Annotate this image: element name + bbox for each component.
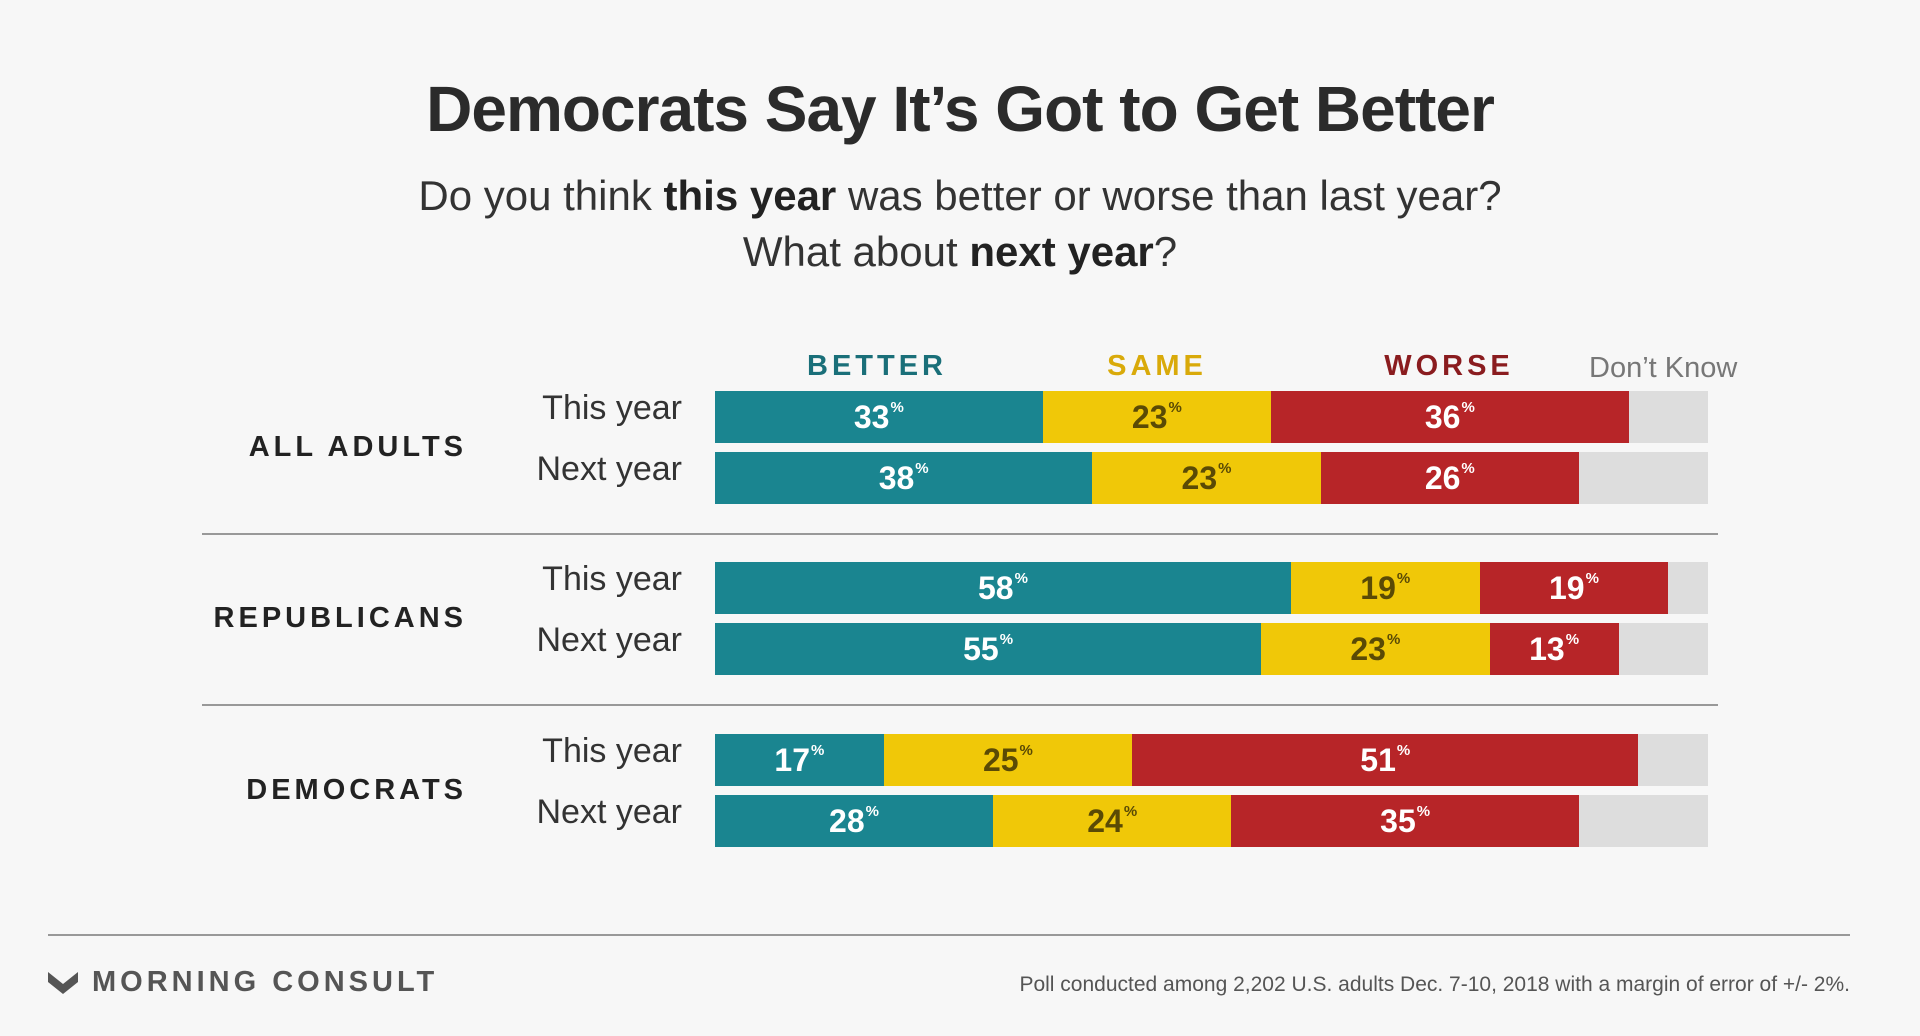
percent-sign: % xyxy=(999,630,1014,648)
legend-better: BETTER xyxy=(807,350,947,382)
percent-sign: % xyxy=(865,802,879,820)
data-label: 35 xyxy=(1380,802,1416,839)
bar-segment-worse: 51% xyxy=(1132,734,1639,786)
data-label: 23 xyxy=(1131,398,1168,435)
bar-segment-same: 23% xyxy=(1042,391,1272,443)
bar-segment-worse: 36% xyxy=(1271,391,1629,443)
subtitle-emphasis: this year xyxy=(663,172,837,219)
data-label: 23 xyxy=(1181,459,1218,496)
row-label: Next year xyxy=(536,450,683,488)
subtitle-text: ? xyxy=(1153,228,1178,275)
bar-row: 38% 23% 26% xyxy=(715,452,1708,504)
data-label: 13 xyxy=(1529,630,1565,667)
row-label: Next year xyxy=(536,793,683,831)
bar-segment-better: 55% xyxy=(715,623,1262,675)
percent-sign: % xyxy=(1168,398,1182,416)
chart-title: Democrats Say It’s Got to Get Better xyxy=(426,73,1495,145)
group-label: ALL ADULTS xyxy=(248,430,467,463)
data-label: 24 xyxy=(1087,802,1123,839)
row-label: This year xyxy=(542,732,682,770)
subtitle-text: What about xyxy=(742,228,970,275)
percent-sign: % xyxy=(915,459,929,477)
percent-sign: % xyxy=(1396,569,1411,587)
percent-sign: % xyxy=(1386,630,1401,648)
data-label: 17 xyxy=(774,741,811,778)
percent-sign: % xyxy=(1123,802,1138,820)
data-label: 38 xyxy=(878,459,915,496)
morning-consult-chevron-icon xyxy=(48,971,78,994)
data-label: 33 xyxy=(853,398,890,435)
chart-subtitle-line1: Do you think this year was better or wor… xyxy=(0,172,1920,220)
legend-same: SAME xyxy=(1107,350,1207,382)
percent-sign: % xyxy=(890,398,904,416)
data-label: 28 xyxy=(829,802,865,839)
group-label: DEMOCRATS xyxy=(246,773,467,806)
bar-segment-worse: 26% xyxy=(1320,452,1579,504)
data-label: 19 xyxy=(1548,569,1585,606)
bar-row: 58% 19% 19% xyxy=(715,562,1708,614)
bar-segment-same: 23% xyxy=(1092,452,1321,504)
bar-row: 17% 25% 51% xyxy=(715,734,1708,786)
percent-sign: % xyxy=(1396,741,1411,759)
row-label: This year xyxy=(542,389,682,427)
percent-sign: % xyxy=(1565,630,1580,648)
data-label: 58 xyxy=(978,569,1014,606)
percent-sign: % xyxy=(1014,569,1028,587)
data-label: 36 xyxy=(1424,398,1461,435)
brand-name: MORNING CONSULT xyxy=(92,966,439,998)
bar-segment-same: 24% xyxy=(993,795,1232,847)
percent-sign: % xyxy=(811,741,825,759)
data-label: 55 xyxy=(963,630,999,667)
legend-worse: WORSE xyxy=(1384,350,1514,382)
group-label: REPUBLICANS xyxy=(213,601,467,634)
bar-segment-worse: 19% xyxy=(1479,562,1669,614)
bar-segment-better: 58% xyxy=(715,562,1291,614)
percent-sign: % xyxy=(1585,569,1599,587)
brand-logo: MORNING CONSULT xyxy=(48,966,438,999)
bar-segment-better: 33% xyxy=(715,391,1043,443)
data-label: 51 xyxy=(1360,741,1396,778)
chart-subtitle-line2: What about next year? xyxy=(0,228,1920,276)
data-label: 26 xyxy=(1424,459,1461,496)
subtitle-emphasis: next year xyxy=(969,228,1154,275)
bar-row: 33% 23% 36% xyxy=(715,391,1708,443)
data-label: 19 xyxy=(1360,569,1396,606)
bar-row: 55% 23% 13% xyxy=(715,623,1708,675)
subtitle-text: Do you think xyxy=(418,172,664,219)
data-label: 25 xyxy=(982,741,1019,778)
percent-sign: % xyxy=(1019,741,1033,759)
source-note: Poll conducted among 2,202 U.S. adults D… xyxy=(1019,973,1850,996)
bar-segment-worse: 13% xyxy=(1489,623,1619,675)
bar-segment-better: 38% xyxy=(715,452,1093,504)
bar-segment-same: 25% xyxy=(883,734,1133,786)
bar-segment-better: 28% xyxy=(715,795,994,847)
bar-row: 28% 24% 35% xyxy=(715,795,1708,847)
legend-dont_know: Don’t Know xyxy=(1589,352,1738,384)
percent-sign: % xyxy=(1461,459,1475,477)
bar-segment-worse: 35% xyxy=(1231,795,1579,847)
row-label: This year xyxy=(542,560,682,598)
percent-sign: % xyxy=(1218,459,1232,477)
group-divider xyxy=(202,533,1718,535)
row-label: Next year xyxy=(536,621,683,659)
data-label: 23 xyxy=(1350,630,1386,667)
subtitle-text: was better or worse than last year? xyxy=(836,172,1502,219)
percent-sign: % xyxy=(1416,802,1431,820)
percent-sign: % xyxy=(1461,398,1475,416)
bar-segment-same: 19% xyxy=(1290,562,1480,614)
bar-segment-same: 23% xyxy=(1261,623,1490,675)
bar-segment-better: 17% xyxy=(715,734,884,786)
group-divider xyxy=(202,704,1718,706)
footer-divider xyxy=(48,934,1850,936)
